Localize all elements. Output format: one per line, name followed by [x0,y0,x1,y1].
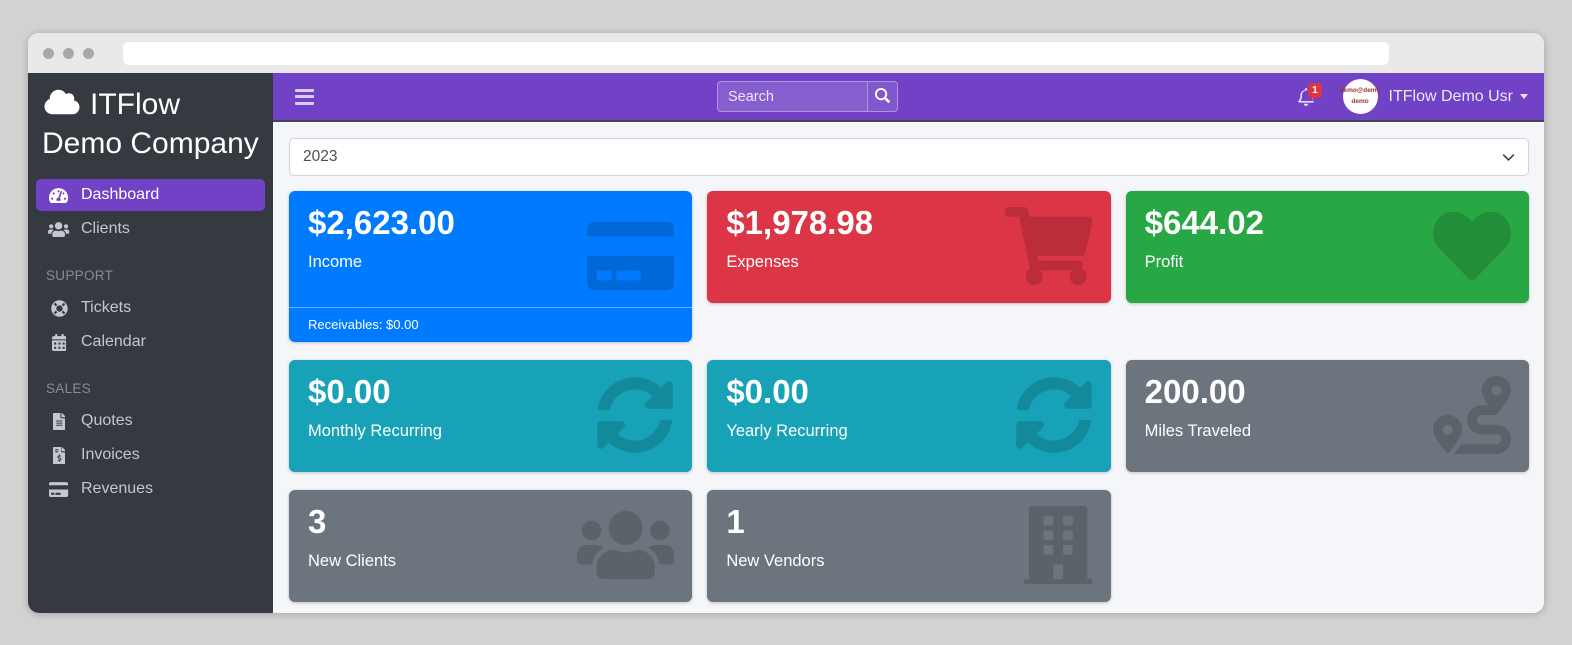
stat-label: New Vendors [726,551,825,570]
sidebar-item-label: Quotes [81,412,133,429]
sidebar-item-label: Calendar [81,333,146,350]
tachometer-icon [46,187,72,204]
file-invoice-dollar-icon [46,446,72,464]
file-icon [46,412,72,430]
sidebar-section-sales: SALES [46,381,92,396]
sync-icon [596,376,674,454]
search-form [717,81,898,112]
sync-icon [1015,376,1093,454]
route-icon [1433,376,1511,454]
stat-label: Monthly Recurring [308,421,442,440]
stat-card-monthly-recurring: $0.00 Monthly Recurring [289,360,693,472]
calendar-icon [46,333,72,351]
window-control-dot[interactable] [63,47,74,59]
building-icon [1024,506,1093,584]
stat-label: Expenses [726,252,799,271]
year-select-wrap: 2023 [289,138,1529,176]
users-icon [576,506,675,584]
main-content: 2023 $2,623.00 Income Receivables: $0.00 [273,122,1544,613]
stat-value: $2,623.00 [308,204,455,241]
stat-card-miles-traveled: 200.00 Miles Traveled [1125,360,1529,472]
sidebar-item-dashboard[interactable]: Dashboard [36,179,265,211]
window-control-dot[interactable] [43,47,54,59]
chevron-down-icon [1502,151,1515,169]
user-menu[interactable]: demo@demo demo ITFlow Demo Usr [1339,79,1528,114]
avatar-text: demo [1351,97,1369,105]
stat-card-new-clients: 3 New Clients [289,490,693,602]
user-name: ITFlow Demo Usr [1388,87,1513,105]
stat-label: Yearly Recurring [726,421,848,440]
avatar: demo@demo demo [1339,79,1381,114]
caret-down-icon [1520,94,1528,99]
top-navbar: 1 demo@demo demo ITFlow Demo Usr [273,73,1544,122]
bell-icon [1297,87,1314,106]
credit-card-icon [46,481,72,498]
sidebar: ITFlow Demo Company Dashboard Clients SU… [28,73,273,613]
search-input[interactable] [717,81,867,112]
search-icon [875,87,890,106]
sidebar-item-tickets[interactable]: Tickets [36,292,265,324]
sidebar-item-label: Invoices [81,446,140,463]
brand-link[interactable]: ITFlow Demo Company [28,73,273,171]
shopping-cart-icon [1004,207,1093,285]
life-ring-icon [46,299,72,317]
notification-badge: 1 [1307,82,1323,98]
stat-label: Income [308,252,363,271]
address-bar[interactable] [123,41,1389,65]
stat-card-new-vendors: 1 New Vendors [707,490,1111,602]
stat-value: $0.00 [308,373,391,410]
cloud-icon [42,88,90,121]
brand-name: ITFlow Demo Company [42,88,259,160]
menu-toggle-button[interactable] [289,81,320,112]
stat-value: $0.00 [726,373,809,410]
main-column: 1 demo@demo demo ITFlow Demo Usr [273,73,1544,613]
hamburger-icon [295,88,314,105]
sidebar-nav: Dashboard Clients SUPPORT Tickets Calend… [28,179,273,505]
app-frame: ITFlow Demo Company Dashboard Clients SU… [28,73,1544,613]
window-control-dot[interactable] [83,47,94,59]
stat-cards-grid: $2,623.00 Income Receivables: $0.00 $1,9… [289,191,1529,602]
year-select[interactable]: 2023 [289,138,1529,176]
navbar-right: 1 demo@demo demo ITFlow Demo Usr [1297,79,1528,114]
stat-card-income: $2,623.00 Income Receivables: $0.00 [289,191,693,342]
stat-value: 1 [726,503,745,540]
sidebar-section-support: SUPPORT [46,268,114,283]
sidebar-item-clients[interactable]: Clients [36,213,265,245]
stat-label: Profit [1144,252,1184,271]
credit-card-icon [586,217,675,295]
stat-footer: Receivables: $0.00 [289,307,693,342]
browser-chrome [28,33,1544,73]
notifications-button[interactable]: 1 [1297,82,1323,106]
stat-card-profit: $644.02 Profit [1125,191,1529,303]
sidebar-item-label: Dashboard [81,186,160,203]
stat-value: $644.02 [1144,204,1264,241]
stat-card-expenses: $1,978.98 Expenses [707,191,1111,303]
stat-value: 3 [308,503,327,540]
sidebar-item-revenues[interactable]: Revenues [36,473,265,505]
browser-window: ITFlow Demo Company Dashboard Clients SU… [28,33,1544,613]
users-icon [46,221,72,238]
search-button[interactable] [867,81,898,112]
sidebar-item-invoices[interactable]: Invoices [36,439,265,471]
sidebar-item-label: Clients [81,220,130,237]
stat-label: New Clients [308,551,397,570]
sidebar-item-calendar[interactable]: Calendar [36,326,265,358]
avatar-text: demo@demo [1339,87,1381,95]
stat-card-yearly-recurring: $0.00 Yearly Recurring [707,360,1111,472]
sidebar-item-label: Revenues [81,480,154,497]
stat-value: $1,978.98 [726,204,874,241]
heart-icon [1433,207,1511,285]
sidebar-item-quotes[interactable]: Quotes [36,405,265,437]
sidebar-item-label: Tickets [81,299,132,316]
stat-label: Miles Traveled [1144,421,1252,440]
stat-value: 200.00 [1144,373,1246,410]
